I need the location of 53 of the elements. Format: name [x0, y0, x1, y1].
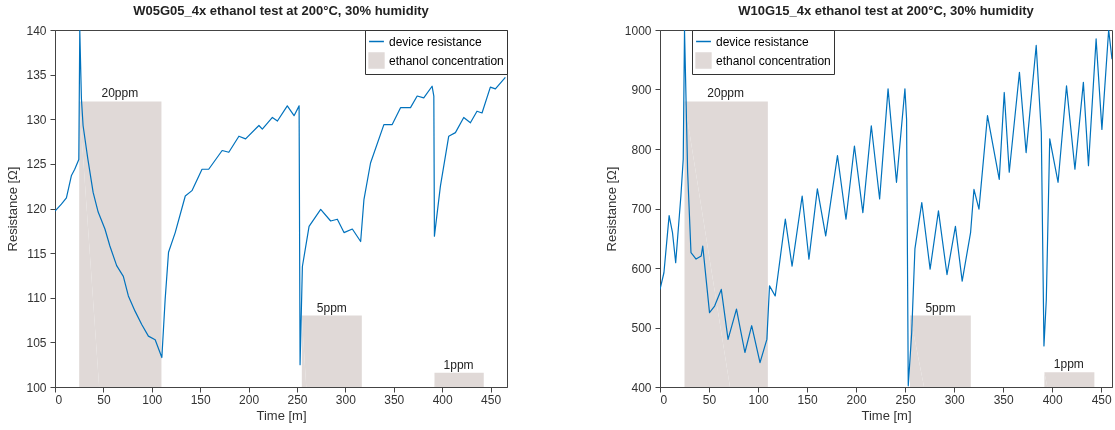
annotation: 5ppm — [925, 300, 956, 315]
y-tick-label: 100 — [26, 380, 47, 395]
y-tick-label: 130 — [26, 112, 47, 127]
y-tick-label: 500 — [631, 321, 652, 335]
y-tick-label: 600 — [631, 261, 652, 276]
line-series — [660, 30, 1112, 387]
legend-label: device resistance — [716, 34, 810, 49]
x-tick-label: 400 — [432, 392, 453, 407]
chart-title: W05G05_4x ethanol test at 200°C, 30% humidity — [133, 3, 430, 18]
y-tick-label: 140 — [26, 23, 47, 38]
x-tick-label: 200 — [846, 392, 867, 407]
x-tick-label: 350 — [384, 392, 405, 407]
y-tick-label: 800 — [631, 142, 652, 157]
x-tick-label: 400 — [1042, 392, 1064, 407]
annotation: 1ppm — [443, 357, 474, 372]
x-tick-label: 100 — [142, 392, 163, 407]
y-axis-title: Resistance [Ω] — [5, 166, 21, 252]
y-tick-label: 900 — [631, 83, 652, 97]
x-tick-label: 0 — [55, 392, 63, 407]
legend-label: ethanol concentration — [389, 53, 504, 68]
x-tick-label: 300 — [335, 392, 357, 407]
x-tick-label: 150 — [190, 392, 212, 407]
x-axis-title: Time [m] — [256, 407, 307, 423]
y-tick-label: 135 — [26, 68, 47, 83]
x-tick-label: 450 — [481, 392, 502, 407]
annotation: 1ppm — [1053, 357, 1084, 372]
x-tick-label: 200 — [239, 392, 260, 407]
x-tick-label: 0 — [660, 392, 668, 407]
x-tick-label: 50 — [702, 392, 717, 407]
annotation: 20ppm — [707, 86, 745, 101]
x-tick-label: 100 — [748, 392, 769, 407]
x-tick-label: 450 — [1091, 392, 1113, 407]
y-tick-label: 1000 — [624, 23, 652, 38]
x-tick-label: 250 — [287, 392, 308, 407]
y-tick-label: 105 — [26, 335, 47, 350]
y-axis-title: Resistance [Ω] — [603, 166, 619, 252]
annotation: 5ppm — [316, 300, 347, 315]
x-tick-label: 350 — [993, 392, 1014, 407]
x-tick-label: 50 — [97, 392, 111, 407]
y-tick-label: 120 — [26, 202, 47, 216]
y-tick-label: 110 — [27, 291, 47, 306]
legend-label: ethanol concentration — [716, 53, 831, 68]
x-tick-label: 150 — [797, 392, 818, 407]
x-tick-label: 300 — [944, 392, 965, 407]
y-tick-label: 125 — [26, 157, 47, 172]
x-axis-title: Time [m] — [861, 407, 912, 423]
x-tick-label: 250 — [895, 392, 916, 407]
y-tick-label: 400 — [631, 380, 652, 395]
annotation: 20ppm — [101, 86, 139, 101]
legend-label: device resistance — [389, 34, 483, 49]
y-tick-label: 700 — [631, 202, 652, 216]
y-tick-label: 115 — [27, 246, 47, 261]
chart-title: W10G15_4x ethanol test at 200°C, 30% humidity — [738, 3, 1035, 18]
